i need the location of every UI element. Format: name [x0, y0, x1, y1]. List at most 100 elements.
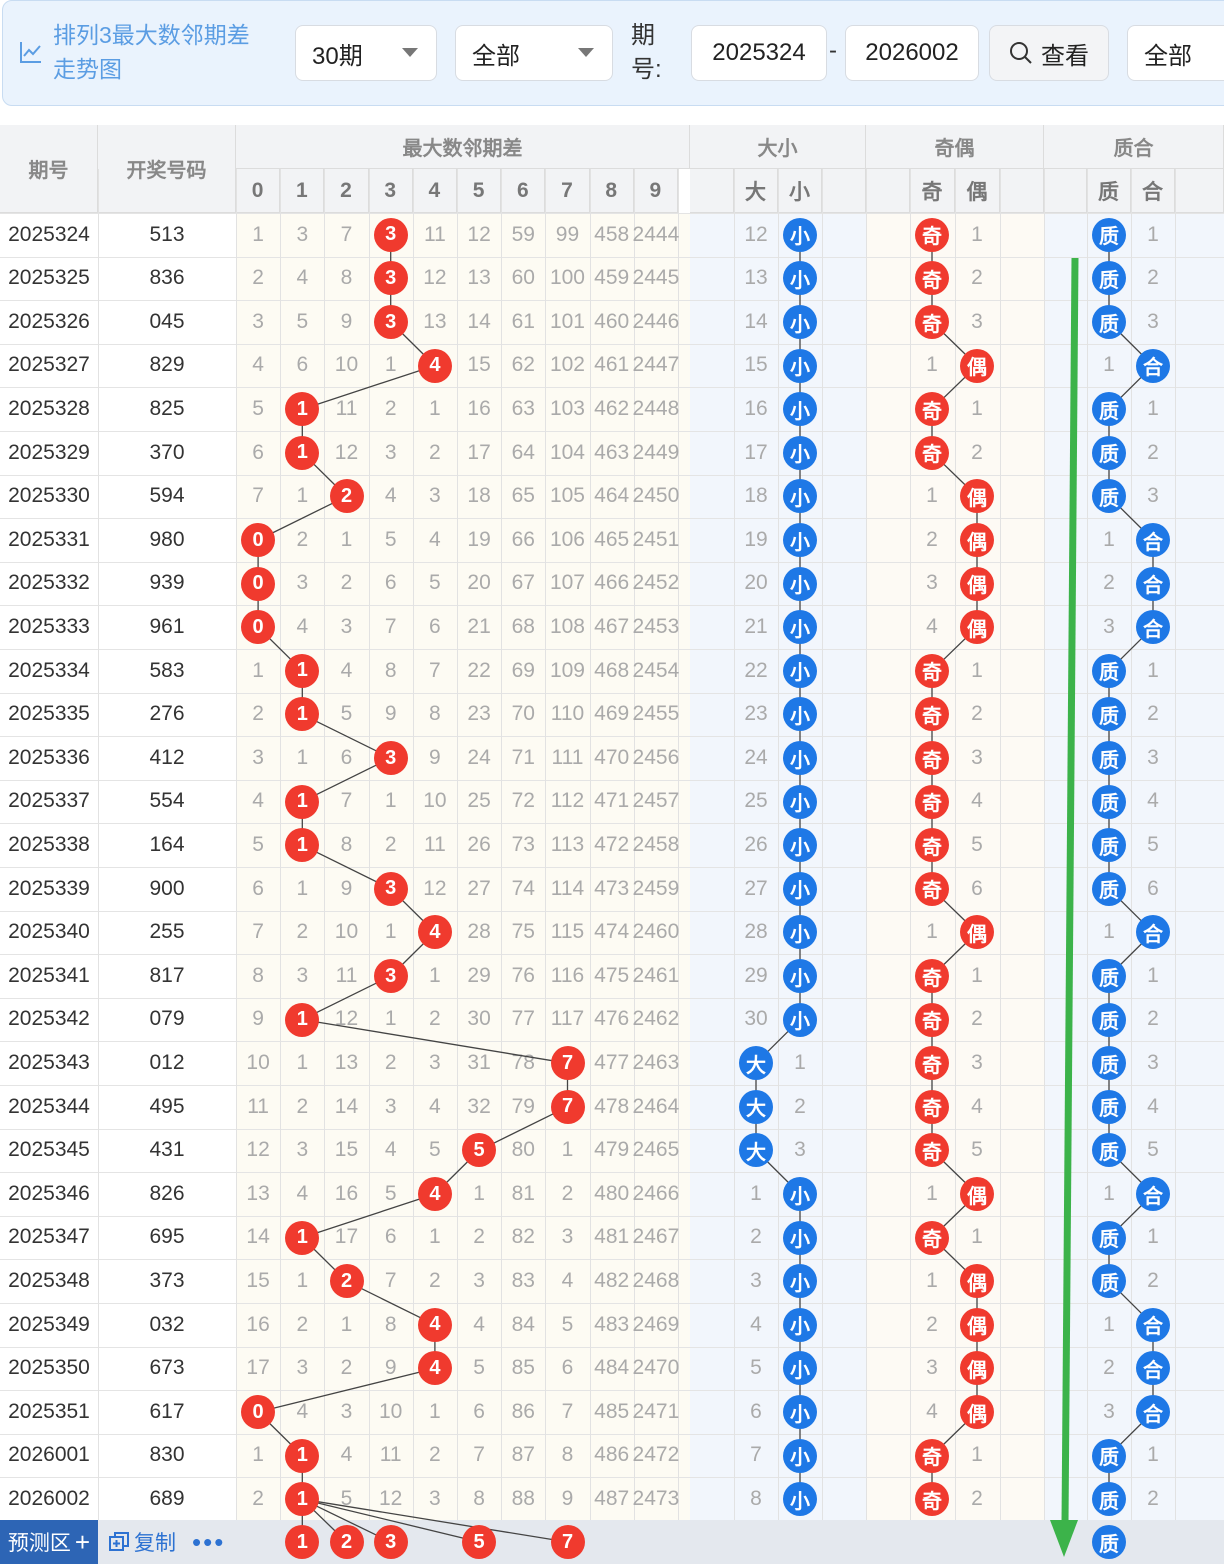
issue-to-input[interactable]: 2026002 [845, 25, 979, 81]
diff-value: 114 [550, 876, 585, 900]
diff-value: 1 [340, 527, 353, 551]
diff-value: 27 [467, 876, 491, 900]
digit-header: 9 [633, 169, 678, 213]
parity-miss-count: 5 [971, 832, 983, 856]
diff-value: 4 [384, 1138, 397, 1162]
diff-value: 103 [549, 396, 585, 420]
parity-ball: 偶 [960, 1307, 994, 1342]
diff-value: 2469 [632, 1312, 680, 1336]
issue-from-input[interactable]: 2025324 [691, 25, 827, 81]
size-miss-count: 19 [744, 527, 768, 551]
diff-value: 8 [340, 266, 353, 290]
prediction-ball[interactable]: 5 [462, 1525, 497, 1559]
diff-value: 2464 [632, 1094, 680, 1118]
parity-miss-count: 1 [971, 658, 983, 682]
diff-value: 79 [511, 1094, 535, 1118]
diff-value: 64 [511, 440, 535, 464]
diff-value: 461 [594, 353, 630, 377]
diff-value: 2 [296, 920, 309, 944]
diff-value: 9 [384, 702, 397, 726]
diff-value: 7 [252, 920, 264, 944]
diff-value: 10 [423, 789, 447, 813]
prediction-ball[interactable]: 3 [373, 1525, 408, 1559]
size-miss-count: 1 [794, 1050, 806, 1074]
diff-value: 7 [384, 614, 397, 638]
diff-hit-ball: 2 [329, 479, 364, 514]
diff-value: 2 [252, 702, 264, 726]
draw-number-cell: 695 [149, 1225, 185, 1249]
diff-value: 28 [467, 920, 491, 944]
diff-value: 2 [296, 527, 309, 551]
view-button-label: 查看 [1041, 42, 1089, 70]
diff-value: 4 [429, 527, 441, 551]
view-button[interactable]: 查看 [989, 25, 1109, 81]
size-ball: 小 [783, 392, 817, 427]
type-select[interactable]: 全部 [455, 25, 613, 81]
filter-select[interactable]: 全部 [1127, 25, 1224, 81]
diff-value: 3 [296, 963, 309, 987]
diff-hit-ball: 3 [373, 217, 408, 252]
diff-value: 87 [511, 1443, 535, 1467]
size-miss-count: 2 [750, 1225, 762, 1249]
draw-number-cell: 276 [149, 702, 185, 726]
draw-number-cell: 554 [149, 789, 185, 813]
draw-number-cell: 900 [149, 876, 185, 900]
diff-value: 458 [594, 222, 630, 246]
prediction-area-button[interactable]: 预测区 + [0, 1520, 98, 1564]
draw-number-cell: 045 [149, 309, 185, 333]
issue-cell: 2025343 [8, 1050, 90, 1074]
diff-value: 464 [594, 484, 630, 508]
period-select[interactable]: 30期 [295, 25, 437, 81]
diff-value: 2466 [632, 1181, 680, 1205]
diff-value: 6 [384, 1225, 397, 1249]
prime-ball: 合 [1136, 348, 1170, 383]
size-ball: 小 [783, 1220, 817, 1255]
draw-number-cell: 836 [149, 266, 185, 290]
prime-miss-count: 5 [1147, 1138, 1159, 1162]
diff-value: 22 [467, 658, 491, 682]
more-menu-icon[interactable]: ••• [192, 1526, 226, 1557]
diff-value: 8 [252, 963, 264, 987]
prediction-prime-ball[interactable]: 质 [1092, 1525, 1126, 1559]
diff-value: 6 [561, 1356, 574, 1380]
diff-value: 2449 [632, 440, 680, 464]
diff-value: 472 [594, 832, 630, 856]
size-ball: 小 [783, 741, 817, 775]
size-ball: 小 [783, 348, 817, 383]
diff-value: 468 [594, 658, 630, 682]
diff-value: 4 [296, 266, 309, 290]
prime-ball: 质 [1092, 1220, 1126, 1255]
parity-miss-count: 2 [971, 702, 983, 726]
parity-miss-count: 3 [971, 1050, 983, 1074]
column-divider [1087, 169, 1088, 1523]
parity-ball: 偶 [960, 523, 994, 557]
prime-miss-count: 2 [1147, 1268, 1159, 1292]
diff-value: 7 [384, 1268, 397, 1292]
diff-value: 2446 [632, 309, 680, 333]
prediction-ball[interactable]: 2 [329, 1525, 364, 1559]
column-divider [1131, 169, 1132, 1523]
diff-value: 3 [429, 484, 441, 508]
prime-ball: 质 [1092, 828, 1126, 863]
draw-number-cell: 079 [149, 1007, 185, 1031]
diff-value: 2462 [632, 1007, 680, 1031]
diff-value: 109 [549, 658, 585, 682]
draw-number-cell: 373 [149, 1268, 185, 1292]
draw-number-cell: 825 [149, 396, 185, 420]
issue-cell: 2025339 [8, 876, 90, 900]
diff-value: 88 [511, 1486, 535, 1510]
trend-chart-icon [20, 42, 41, 63]
prime-miss-count: 4 [1147, 789, 1159, 813]
prime-miss-count: 1 [1147, 658, 1159, 682]
diff-value: 1 [384, 789, 397, 813]
prime-miss-count: 6 [1147, 876, 1159, 900]
prediction-ball[interactable]: 7 [550, 1525, 585, 1559]
parity-ball: 奇 [915, 1046, 949, 1081]
diff-value: 11 [423, 832, 446, 856]
prime-miss-count: 3 [1147, 1050, 1159, 1074]
diff-value: 4 [252, 353, 264, 377]
row-divider [0, 1303, 1224, 1304]
diff-value: 11 [379, 1443, 402, 1467]
copy-button[interactable]: 复制 [108, 1520, 176, 1564]
draw-number-cell: 412 [149, 745, 185, 769]
